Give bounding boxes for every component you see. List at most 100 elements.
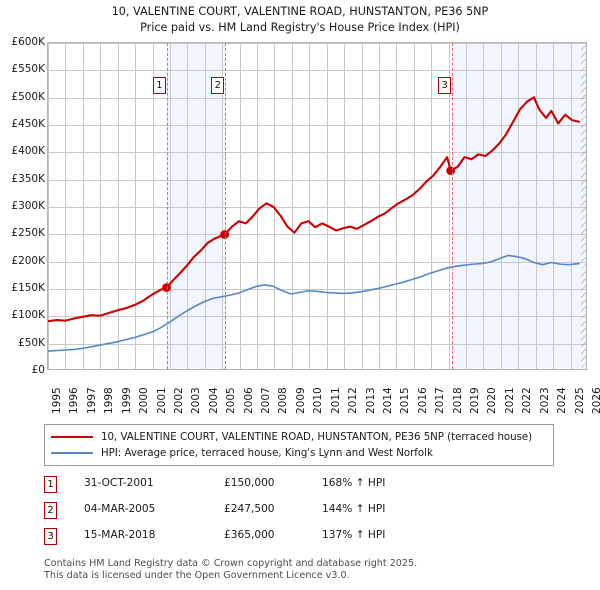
gridline-year-2004 [205, 43, 206, 369]
gridline-value-550000 [48, 70, 586, 71]
transactions-table: 1 31-OCT-2001 £150,000 168% ↑ HPI 2 04-MAR-20… [44, 474, 464, 552]
y-tick-label-300000: £300K [11, 200, 45, 212]
gridline-year-2010 [309, 43, 310, 369]
gridline-year-2023 [536, 43, 537, 369]
x-tick-label-2006: 2006 [242, 387, 255, 414]
gridline-year-2025 [571, 43, 572, 369]
x-tick-label-2011: 2011 [329, 387, 342, 414]
table-row[interactable]: 1 31-OCT-2001 £150,000 168% ↑ HPI [44, 474, 464, 500]
x-tick-label-2019: 2019 [469, 387, 482, 414]
marker-dot-3[interactable] [446, 166, 456, 176]
x-tick-label-2025: 2025 [573, 387, 586, 414]
gridline-year-1997 [83, 43, 84, 369]
gridline-year-2006 [240, 43, 241, 369]
x-tick-label-1999: 1999 [120, 387, 133, 414]
txn-date: 04-MAR-2005 [84, 503, 156, 515]
x-tick-label-2012: 2012 [347, 387, 360, 414]
gridline-value-350000 [48, 180, 586, 181]
footer-line-licence: This data is licensed under the Open Gov… [44, 569, 350, 581]
y-tick-label-450000: £450K [11, 118, 45, 130]
gridline-year-2020 [483, 43, 484, 369]
gridline-year-2021 [501, 43, 502, 369]
x-tick-label-2026: 2026 [591, 387, 600, 414]
x-tick-label-2010: 2010 [312, 387, 325, 414]
gridline-value-200000 [48, 262, 586, 263]
gridline-value-500000 [48, 98, 586, 99]
txn-hpi-delta: 144% ↑ HPI [322, 503, 386, 515]
gridline-year-2007 [257, 43, 258, 369]
gridline-year-2013 [362, 43, 363, 369]
page-title: 10, VALENTINE COURT, VALENTINE ROAD, HUN… [0, 4, 600, 36]
table-row[interactable]: 2 04-MAR-2005 £247,500 144% ↑ HPI [44, 500, 464, 526]
txn-hpi-delta: 137% ↑ HPI [322, 529, 386, 541]
gridline-year-2014 [379, 43, 380, 369]
x-tick-label-2005: 2005 [225, 387, 238, 414]
x-tick-label-2016: 2016 [416, 387, 429, 414]
x-tick-label-2021: 2021 [503, 387, 516, 414]
x-tick-label-2002: 2002 [172, 387, 185, 414]
series-line-hpi [48, 255, 579, 351]
gridline-year-2018 [449, 43, 450, 369]
gridline-year-2009 [292, 43, 293, 369]
x-tick-label-1998: 1998 [103, 387, 116, 414]
table-row[interactable]: 3 15-MAR-2018 £365,000 137% ↑ HPI [44, 526, 464, 552]
x-tick-label-2020: 2020 [486, 387, 499, 414]
y-tick-label-250000: £250K [11, 227, 45, 240]
y-tick-label-200000: £200K [11, 254, 45, 267]
marker-dot-1[interactable] [162, 283, 171, 292]
txn-index-badge: 3 [44, 528, 57, 545]
footer-line-copyright: Contains HM Land Registry data © Crown c… [44, 558, 418, 569]
x-tick-label-2009: 2009 [294, 387, 307, 414]
x-tick-label-1997: 1997 [85, 387, 98, 414]
series-line-property [48, 97, 579, 321]
chart-plot-area[interactable]: 1 2 3 [47, 42, 587, 370]
y-tick-label-600000: £600K [11, 36, 45, 48]
gridline-value-250000 [48, 234, 586, 235]
marker-vline-3 [452, 43, 454, 369]
x-tick-label-2018: 2018 [451, 387, 464, 414]
marker-vline-1 [166, 43, 168, 369]
gridline-value-100000 [48, 316, 586, 317]
chart-legend: 10, VALENTINE COURT, VALENTINE ROAD, HUN… [44, 424, 554, 466]
txn-price: £365,000 [224, 529, 275, 541]
y-tick-label-150000: £150K [11, 282, 45, 294]
gridline-year-1998 [100, 43, 101, 369]
txn-index-badge: 1 [44, 476, 57, 493]
title-subtitle: Price paid vs. HM Land Registry's House … [140, 21, 460, 34]
chart-shaded-band-2 [452, 43, 586, 369]
x-tick-label-2004: 2004 [207, 387, 220, 414]
y-tick-label-100000: £100K [11, 309, 45, 322]
gridline-year-2024 [553, 43, 554, 369]
marker-dot-2[interactable] [220, 230, 230, 239]
marker-vline-2 [225, 43, 227, 369]
y-tick-label-350000: £350K [11, 172, 45, 185]
gridline-year-2019 [466, 43, 467, 369]
title-address: 10, VALENTINE COURT, VALENTINE ROAD, HUN… [111, 5, 489, 18]
x-tick-label-1996: 1996 [68, 387, 81, 414]
legend-item-hpi: HPI: Average price, terraced house, King… [51, 445, 547, 461]
y-tick-label-500000: £500K [11, 90, 45, 103]
gridline-year-2000 [135, 43, 136, 369]
chart-hatched-region [581, 43, 586, 369]
gridline-year-2008 [274, 43, 275, 369]
txn-date: 15-MAR-2018 [84, 529, 156, 541]
legend-item-property: 10, VALENTINE COURT, VALENTINE ROAD, HUN… [51, 429, 547, 445]
gridline-value-450000 [48, 125, 586, 126]
y-tick-label-550000: £550K [11, 63, 45, 76]
legend-swatch-property [51, 436, 93, 438]
chart-shaded-band-1 [166, 43, 226, 369]
marker-flag-1[interactable]: 1 [152, 77, 166, 94]
legend-label-property: 10, VALENTINE COURT, VALENTINE ROAD, HUN… [101, 431, 533, 443]
y-tick-label-400000: £400K [11, 145, 45, 158]
gridline-year-2001 [153, 43, 154, 369]
gridline-year-2002 [170, 43, 171, 369]
y-tick-label-50000: £50K [18, 336, 45, 349]
marker-flag-2[interactable]: 2 [211, 77, 225, 94]
txn-date: 31-OCT-2001 [84, 477, 154, 489]
y-tick-label-0: £0 [31, 364, 45, 376]
marker-flag-3[interactable]: 3 [438, 77, 452, 94]
txn-price: £247,500 [224, 503, 275, 515]
txn-price: £150,000 [224, 477, 275, 489]
legend-label-hpi: HPI: Average price, terraced house, King… [101, 447, 433, 459]
gridline-year-2022 [518, 43, 519, 369]
